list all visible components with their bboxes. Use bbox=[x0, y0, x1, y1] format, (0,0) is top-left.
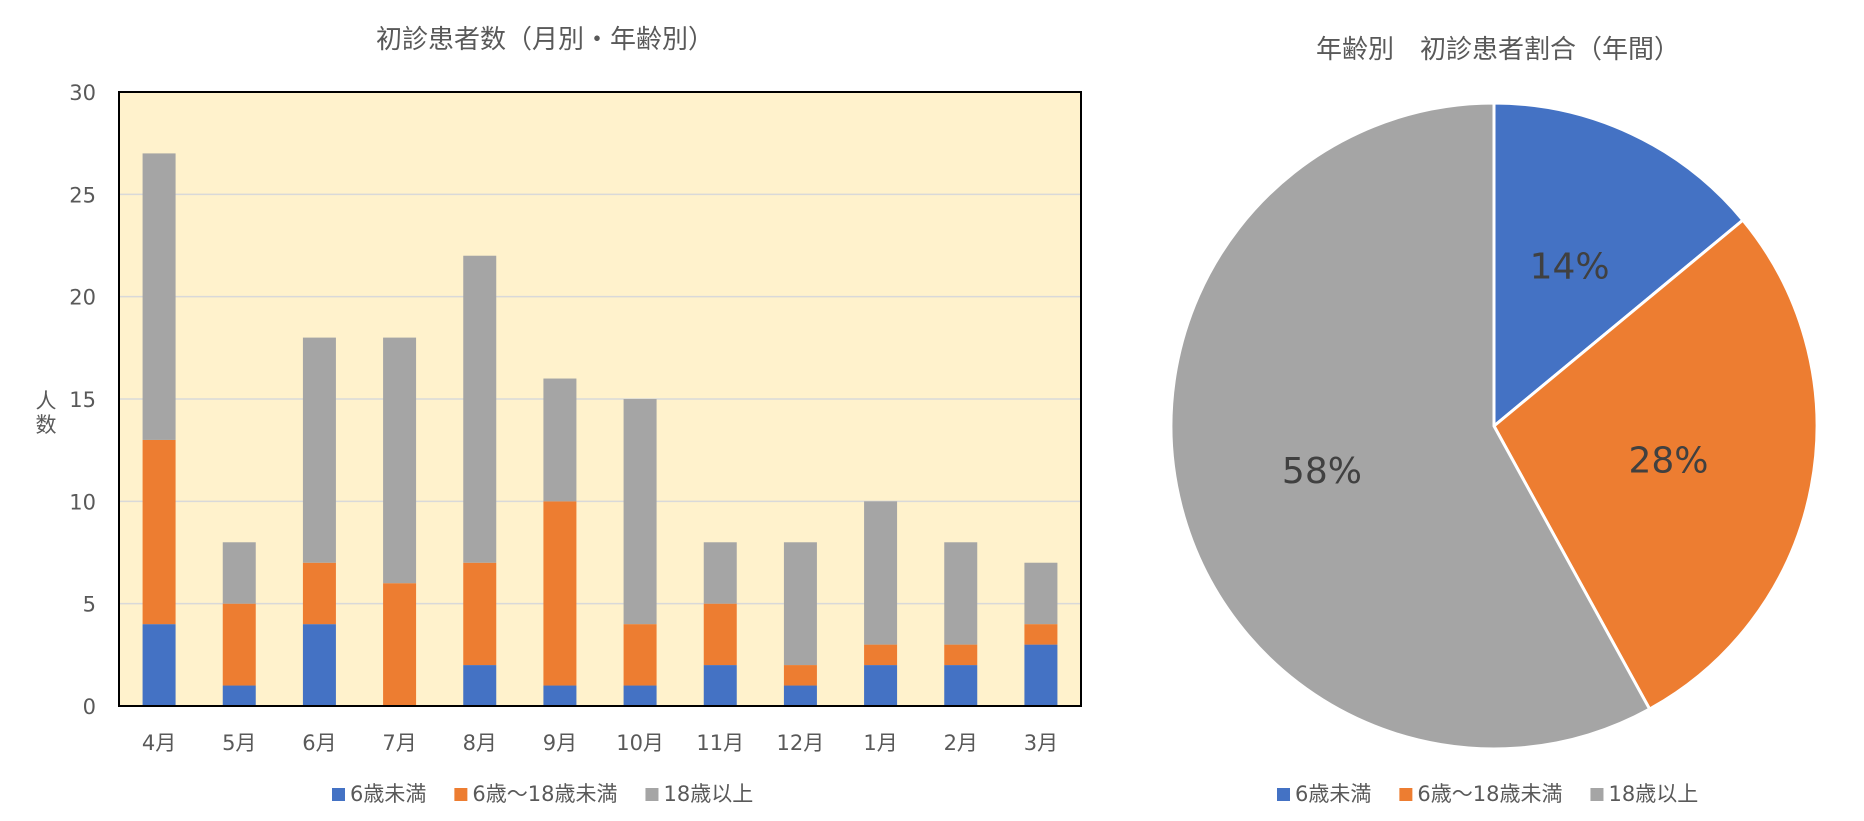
x-tick-label: 7月 bbox=[382, 731, 416, 755]
bar-segment bbox=[463, 562, 497, 666]
y-tick-label: 5 bbox=[83, 593, 96, 617]
y-tick-label: 25 bbox=[69, 183, 96, 207]
pie-slice-labels: 14% 28% 58% bbox=[1282, 246, 1709, 492]
bar-segment bbox=[543, 501, 577, 686]
legend-entry: 18歳以上 bbox=[663, 782, 753, 806]
bar-segment bbox=[703, 542, 737, 604]
bar-legend: 6歳未満 6歳～18歳未満 18歳以上 bbox=[332, 782, 753, 806]
bar-segment bbox=[783, 685, 817, 706]
pie-slice-label: 14% bbox=[1530, 246, 1610, 287]
bar-segment bbox=[944, 665, 978, 706]
plot-border bbox=[118, 91, 1082, 707]
pie-chart: 年齢別 初診患者割合（年間） 14% 28% 58% 6歳未満 6歳～18歳未満 18歳… bbox=[1169, 35, 1819, 806]
pie-slice bbox=[1169, 101, 1652, 751]
bar-segment bbox=[302, 624, 336, 706]
bar-segment bbox=[543, 378, 577, 502]
bar-segment bbox=[222, 542, 256, 604]
bar-segment bbox=[623, 624, 657, 686]
gridlines bbox=[119, 193, 1081, 605]
x-tick-label: 9月 bbox=[543, 731, 577, 755]
x-tick-label: 5月 bbox=[222, 731, 256, 755]
x-tick-label: 6月 bbox=[302, 731, 336, 755]
legend-entry: 18歳以上 bbox=[1608, 782, 1698, 806]
pie-slice-label: 28% bbox=[1628, 440, 1708, 481]
legend-entry: 6歳～18歳未満 bbox=[1417, 782, 1562, 806]
bar-segment bbox=[703, 603, 737, 666]
bar-segment bbox=[142, 153, 176, 440]
bar-segment bbox=[1024, 624, 1058, 645]
y-tick-label: 10 bbox=[69, 490, 96, 514]
legend-swatch bbox=[1277, 788, 1290, 801]
x-tick-label: 1月 bbox=[863, 731, 897, 755]
bar-segment bbox=[783, 542, 817, 666]
bar-segment bbox=[383, 337, 417, 584]
pie-slice bbox=[1492, 217, 1819, 712]
x-tick-label: 2月 bbox=[944, 731, 978, 755]
x-tick-label: 10月 bbox=[616, 731, 664, 755]
legend-entry: 6歳～18歳未満 bbox=[472, 782, 617, 806]
y-tick-label: 30 bbox=[69, 81, 96, 105]
legend-swatch bbox=[454, 788, 468, 801]
x-tick-label: 12月 bbox=[777, 731, 825, 755]
legend-swatch bbox=[645, 788, 659, 801]
x-tick-label: 11月 bbox=[696, 731, 744, 755]
bar-segment bbox=[302, 337, 336, 563]
bar-chart-title: 初診患者数（月別・年齢別） bbox=[376, 25, 714, 55]
y-tick-label: 0 bbox=[83, 695, 96, 719]
bar-segment bbox=[302, 562, 336, 625]
bar-segment bbox=[623, 399, 657, 625]
bar-segment bbox=[222, 685, 256, 706]
x-tick-label: 8月 bbox=[463, 731, 497, 755]
pie-slices bbox=[1169, 101, 1819, 751]
bar-segment bbox=[864, 501, 898, 645]
bar-segment bbox=[864, 665, 898, 706]
pie-slice bbox=[1492, 101, 1745, 430]
bar-segment bbox=[543, 685, 577, 706]
bar-segment bbox=[703, 665, 737, 706]
bar-segment bbox=[463, 665, 497, 706]
bars bbox=[142, 153, 1058, 706]
pie-slice-label: 58% bbox=[1282, 451, 1362, 492]
bar-segment bbox=[142, 439, 176, 625]
legend-swatch bbox=[1590, 788, 1604, 801]
legend-entry: 6歳未満 bbox=[350, 782, 426, 806]
pie-chart-title: 年齢別 初診患者割合（年間） bbox=[1316, 35, 1680, 65]
bar-segment bbox=[864, 644, 898, 666]
x-tick-label: 4月 bbox=[142, 731, 176, 755]
bar-segment bbox=[222, 603, 256, 686]
bar-segment bbox=[623, 685, 657, 706]
x-tick-labels: 4月 5月 6月 7月 8月 9月 10月 11月 12月 1月 2月 3月 bbox=[142, 731, 1058, 755]
pie-legend: 6歳未満 6歳～18歳未満 18歳以上 bbox=[1277, 782, 1698, 806]
bar-segment bbox=[142, 624, 176, 706]
y-tick-labels: 0 5 10 15 20 25 30 bbox=[69, 81, 96, 719]
y-tick-label: 15 bbox=[69, 388, 96, 412]
bar-chart: 初診患者数（月別・年齢別） 0 5 10 15 20 25 30 人数 4月 5月 6月 7月 8月… bbox=[36, 25, 1082, 806]
legend-swatch bbox=[332, 788, 345, 801]
bar-segment bbox=[944, 644, 978, 666]
bar-segment bbox=[383, 583, 417, 706]
legend-entry: 6歳未満 bbox=[1295, 782, 1371, 806]
bar-segment bbox=[944, 542, 978, 645]
x-tick-label: 3月 bbox=[1024, 731, 1058, 755]
y-tick-label: 20 bbox=[69, 286, 96, 310]
bar-segment bbox=[1024, 644, 1058, 706]
bar-segment bbox=[463, 255, 497, 563]
y-axis-label: 人数 bbox=[36, 389, 57, 437]
bar-segment bbox=[1024, 562, 1058, 625]
bar-segment bbox=[783, 665, 817, 686]
legend-swatch bbox=[1399, 788, 1413, 801]
